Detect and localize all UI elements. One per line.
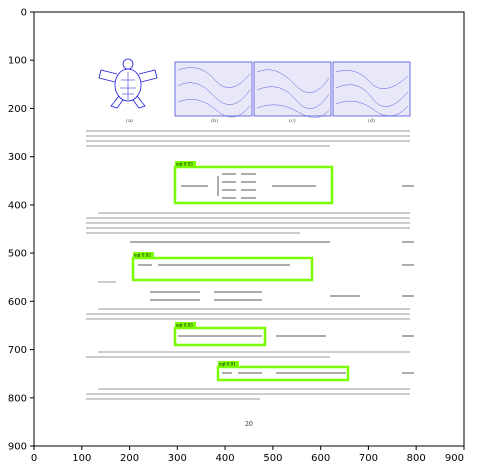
- paragraph-1: [86, 212, 410, 234]
- detection-box-3: eqt 0.93: [173, 322, 267, 347]
- y-tick-label: 700: [8, 345, 27, 356]
- x-tick-label: 900: [445, 453, 464, 464]
- y-axis: 0 100 200 300 400 500 600 700 800 900: [8, 8, 34, 453]
- caption-b: (b): [211, 117, 218, 124]
- paragraph-4: [86, 388, 410, 400]
- equation-4: [150, 291, 414, 301]
- detection-box-4: eqt 0.91: [216, 361, 350, 382]
- detection-box-1: eqt 0.93: [173, 161, 334, 205]
- x-tick-label: 100: [72, 453, 91, 464]
- axes-frame: [33, 11, 465, 447]
- y-tick-label: 600: [8, 297, 27, 308]
- detection-box-2: eqt 0.92: [131, 252, 314, 282]
- y-tick-label: 300: [8, 152, 27, 163]
- detection-label-2: eqt 0.92: [134, 253, 151, 258]
- x-tick-label: 400: [216, 453, 235, 464]
- y-tick-label: 800: [8, 393, 27, 404]
- x-tick-label: 300: [168, 453, 187, 464]
- x-tick-label: 200: [120, 453, 139, 464]
- y-tick-label: 100: [8, 56, 27, 67]
- texture-panels: [174, 61, 411, 118]
- x-tick-label: 800: [407, 453, 426, 464]
- x-axis: 0 100 200 300 400 500 600 700 800 900: [31, 446, 465, 464]
- figure-caption-text: [86, 130, 410, 147]
- equation-1: [181, 173, 414, 199]
- detection-label-1: eqt 0.93: [176, 162, 193, 167]
- caption-c: (c): [289, 117, 296, 124]
- x-tick-label: 0: [31, 453, 37, 464]
- caption-d: (d): [368, 117, 375, 124]
- detection-label-3: eqt 0.93: [176, 323, 193, 328]
- y-tick-label: 200: [8, 104, 27, 115]
- paragraph-2: [86, 308, 410, 320]
- y-tick-label: 400: [8, 200, 27, 211]
- y-tick-label: 0: [21, 8, 27, 19]
- y-tick-label: 900: [8, 442, 27, 453]
- detection-label-4: eqt 0.91: [219, 362, 236, 367]
- x-tick-label: 500: [263, 453, 282, 464]
- x-tick-label: 700: [359, 453, 378, 464]
- turtle-illustration: [98, 58, 158, 109]
- x-tick-label: 600: [311, 453, 330, 464]
- paragraph-3: [86, 351, 410, 358]
- caption-a: (a): [126, 117, 133, 124]
- y-tick-label: 500: [8, 249, 27, 260]
- page-number: 20: [245, 421, 253, 428]
